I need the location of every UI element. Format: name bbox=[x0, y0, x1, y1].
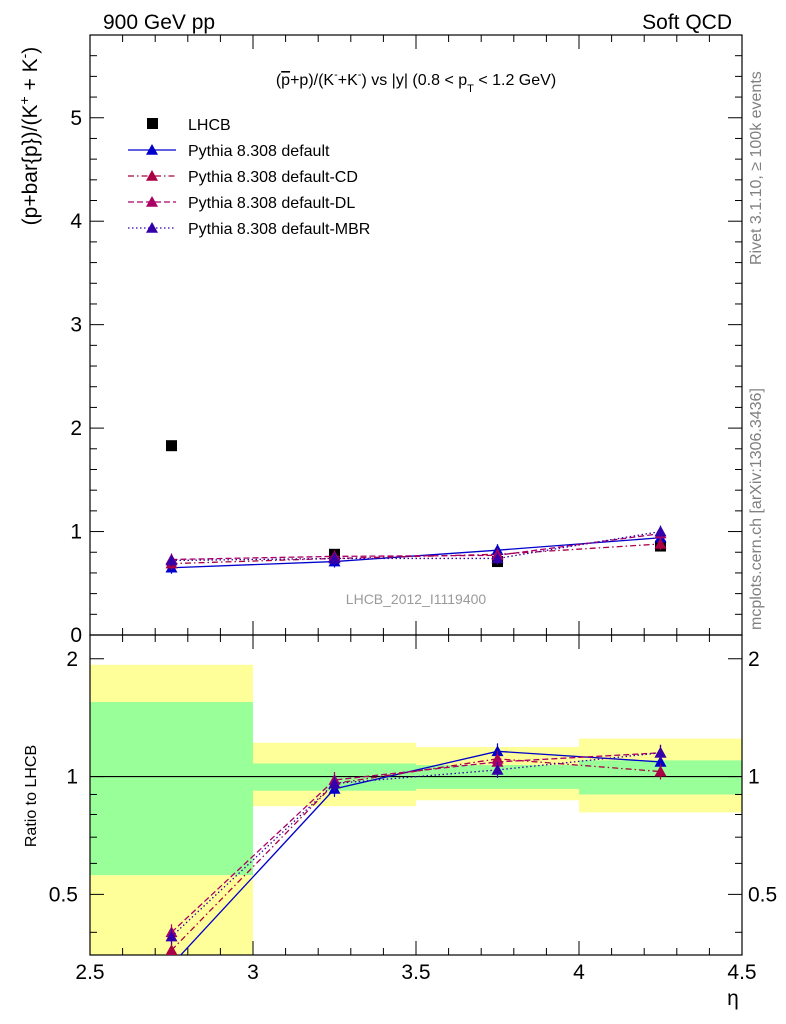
legend-label-2: Pythia 8.308 default-CD bbox=[188, 169, 358, 186]
main-y-ticks bbox=[90, 55, 742, 636]
main-y-axis-label: (p+bar{p})/(K+ + K-) bbox=[16, 47, 42, 226]
ratio-y-tick-label-left-1: 1 bbox=[66, 766, 78, 789]
ratio-point-3-3 bbox=[654, 746, 667, 758]
legend-marker-1 bbox=[146, 144, 158, 155]
main-line-1 bbox=[171, 537, 661, 569]
x-tick-label-2.5: 2.5 bbox=[75, 961, 104, 984]
ratio-point-1-3 bbox=[654, 765, 667, 777]
main-y-tick-label-2: 2 bbox=[70, 417, 82, 440]
ratio-point-0-0 bbox=[166, 959, 178, 970]
main-line-2 bbox=[171, 543, 661, 565]
mcplots-label: mcplots.cern.ch [arXiv:1306.3436] bbox=[748, 388, 765, 630]
header-left: 900 GeV pp bbox=[103, 11, 215, 34]
main-y-tick-label-0: 0 bbox=[70, 624, 82, 647]
legend-label-1: Pythia 8.308 default bbox=[188, 143, 330, 160]
main-point-lhcb-0 bbox=[166, 440, 177, 452]
main-series bbox=[165, 440, 667, 574]
ratio-line-3 bbox=[171, 752, 661, 938]
main-point-4-0 bbox=[165, 554, 178, 566]
main-point-4-2 bbox=[491, 552, 504, 564]
x-ticks bbox=[89, 35, 743, 955]
ratio-y-tick-label-left-0.5: 0.5 bbox=[49, 883, 78, 906]
legend-label-4: Pythia 8.308 default-MBR bbox=[188, 221, 370, 238]
main-point-4-1 bbox=[328, 552, 341, 564]
ratio-y-tick-label-right-2: 2 bbox=[748, 648, 760, 671]
ratio-point-0-2 bbox=[491, 745, 504, 757]
ratio-point-3-2 bbox=[491, 763, 504, 775]
main-point-4-3 bbox=[654, 525, 667, 537]
main-line-4 bbox=[171, 530, 661, 562]
main-title: (p+p)/(K-+K-) vs |y| (0.8 < pT < 1.2 GeV… bbox=[276, 69, 556, 95]
legend-label-3: Pythia 8.308 default-DL bbox=[188, 195, 355, 212]
main-line-3 bbox=[171, 532, 661, 561]
ratio-series bbox=[165, 743, 667, 970]
ratio-point-2-2 bbox=[491, 755, 504, 767]
ratio-y-tick-label-right-0.5: 0.5 bbox=[748, 883, 777, 906]
main-y-tick-label-5: 5 bbox=[70, 107, 82, 130]
main-point-2-3 bbox=[654, 537, 667, 549]
ratio-y-ticks bbox=[90, 658, 742, 933]
ratio-point-0-3 bbox=[654, 755, 667, 767]
ratio-point-3-1 bbox=[328, 777, 341, 789]
main-y-tick-label-1: 1 bbox=[70, 521, 82, 544]
ratio-y-axis-label: Ratio to LHCB bbox=[23, 745, 40, 847]
legend-label-0: LHCB bbox=[188, 117, 231, 134]
x-tick-label-3: 3 bbox=[247, 961, 259, 984]
legend-marker-4 bbox=[146, 222, 158, 233]
x-tick-label-4.5: 4.5 bbox=[727, 961, 756, 984]
rivet-label: Rivet 3.1.10, ≥ 100k events bbox=[748, 71, 765, 265]
header-right: Soft QCD bbox=[642, 11, 732, 34]
legend: LHCB Pythia 8.308 default Pythia 8.308 def… bbox=[128, 117, 370, 238]
ratio-bands bbox=[90, 664, 742, 955]
ratio-line-1 bbox=[171, 758, 661, 951]
ratio-y-tick-label-right-1: 1 bbox=[748, 766, 760, 789]
ratio-band-green-0 bbox=[90, 702, 253, 876]
x-tick-label-3.5: 3.5 bbox=[401, 961, 430, 984]
x-tick-label-4: 4 bbox=[573, 961, 585, 984]
main-y-tick-label-3: 3 bbox=[70, 314, 82, 337]
legend-marker-2 bbox=[146, 170, 158, 181]
ratio-point-1-0 bbox=[165, 944, 178, 955]
x-axis-label: η bbox=[727, 987, 739, 1010]
ratio-point-3-0 bbox=[165, 930, 178, 942]
ratio-y-tick-label-left-2: 2 bbox=[66, 648, 78, 671]
analysis-watermark: LHCB_2012_I1119400 bbox=[346, 591, 487, 607]
main-y-tick-label-4: 4 bbox=[70, 210, 82, 233]
ratio-line-2 bbox=[171, 752, 661, 933]
ratio-line-0 bbox=[179, 750, 661, 955]
legend-marker-0 bbox=[147, 118, 158, 129]
legend-marker-3 bbox=[146, 196, 158, 207]
